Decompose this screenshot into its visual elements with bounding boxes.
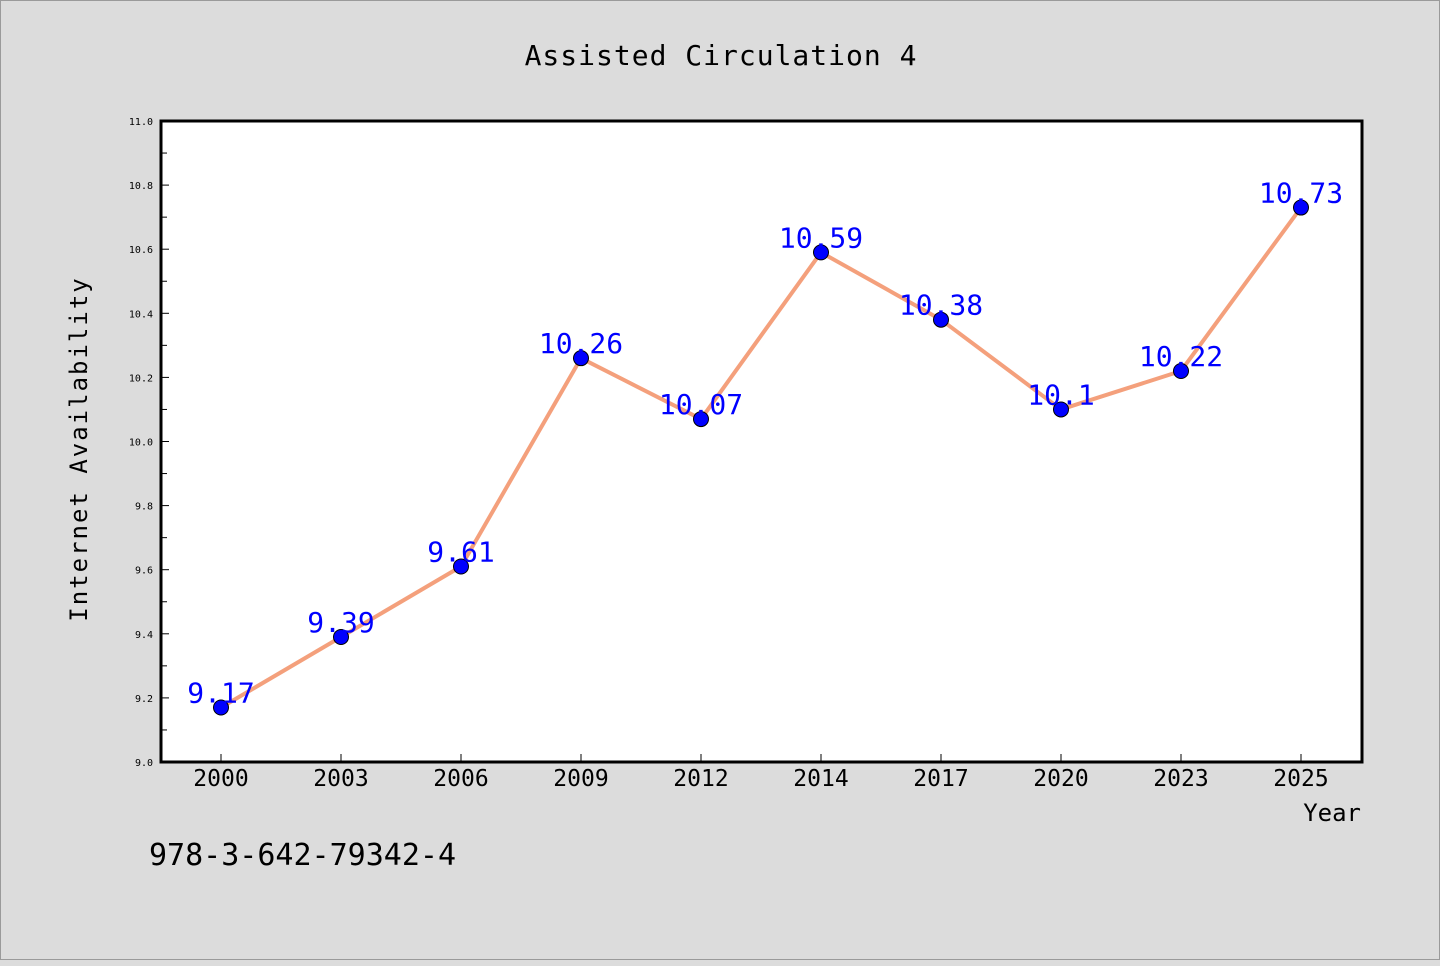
y-axis-label: Internet Availability bbox=[65, 276, 93, 621]
x-axis-ticks: 2000 2003 2006 2009 2012 2014 2017 2020 2023 2025 bbox=[193, 754, 1329, 792]
y-tick-label: 9.0 bbox=[135, 758, 153, 769]
y-tick-label: 10.0 bbox=[129, 438, 153, 449]
x-tick-label: 2009 bbox=[553, 766, 608, 792]
x-tick-label: 2017 bbox=[913, 766, 968, 792]
x-tick-label: 2003 bbox=[313, 766, 368, 792]
data-label: 9.17 bbox=[187, 677, 254, 710]
data-point-marker bbox=[573, 350, 589, 367]
data-labels: 9.17 9.39 9.61 10.26 10.07 10.59 10.38 10.1 10.2… bbox=[187, 177, 1343, 710]
data-point-marker bbox=[453, 558, 469, 575]
data-label: 10.22 bbox=[1139, 340, 1223, 373]
data-label: 10.07 bbox=[659, 388, 743, 421]
x-tick-label: 2023 bbox=[1153, 766, 1208, 792]
x-axis-label: Year bbox=[1303, 799, 1361, 827]
y-tick-label: 9.2 bbox=[135, 694, 153, 705]
y-tick-label: 9.8 bbox=[135, 502, 153, 513]
data-label: 10.26 bbox=[539, 327, 623, 360]
data-label: 10.73 bbox=[1259, 177, 1343, 210]
data-label: 9.61 bbox=[427, 535, 494, 568]
y-tick-label: 9.4 bbox=[135, 630, 153, 641]
y-tick-label: 10.4 bbox=[129, 309, 153, 320]
x-tick-label: 2025 bbox=[1273, 766, 1328, 792]
x-tick-label: 2020 bbox=[1033, 766, 1088, 792]
plot-frame bbox=[159, 119, 1364, 764]
data-point-marker bbox=[1293, 199, 1309, 216]
data-label: 10.1 bbox=[1027, 378, 1094, 411]
y-tick-label: 11.0 bbox=[129, 117, 153, 128]
y-tick-label: 10.6 bbox=[129, 245, 153, 256]
chart-title: Assisted Circulation 4 bbox=[525, 39, 918, 72]
data-point-marker bbox=[933, 311, 949, 328]
y-axis-ticks: 9.0 9.2 9.4 9.6 9.8 10.0 10.2 10.4 10.6 10.8 11.0 bbox=[129, 117, 169, 769]
y-tick-label: 10.2 bbox=[129, 373, 153, 384]
data-label: 10.38 bbox=[899, 289, 983, 322]
data-point-marker bbox=[213, 699, 229, 716]
data-point-marker bbox=[1053, 401, 1069, 418]
series-markers bbox=[213, 199, 1309, 716]
x-tick-label: 2006 bbox=[433, 766, 488, 792]
data-point-marker bbox=[333, 629, 349, 646]
x-tick-label: 2014 bbox=[793, 766, 848, 792]
x-tick-label: 2012 bbox=[673, 766, 728, 792]
data-label: 9.39 bbox=[307, 606, 374, 639]
y-tick-label: 9.6 bbox=[135, 566, 153, 577]
series-line bbox=[219, 205, 1303, 710]
data-label: 10.59 bbox=[779, 221, 863, 254]
plot-area bbox=[161, 121, 1362, 762]
y-tick-label: 10.8 bbox=[129, 181, 153, 192]
x-tick-label: 2000 bbox=[193, 766, 248, 792]
data-point-marker bbox=[813, 244, 829, 261]
data-point-marker bbox=[1173, 362, 1189, 379]
isbn-annotation: 978-3-642-79342-4 bbox=[149, 838, 456, 873]
data-point-marker bbox=[693, 411, 709, 428]
